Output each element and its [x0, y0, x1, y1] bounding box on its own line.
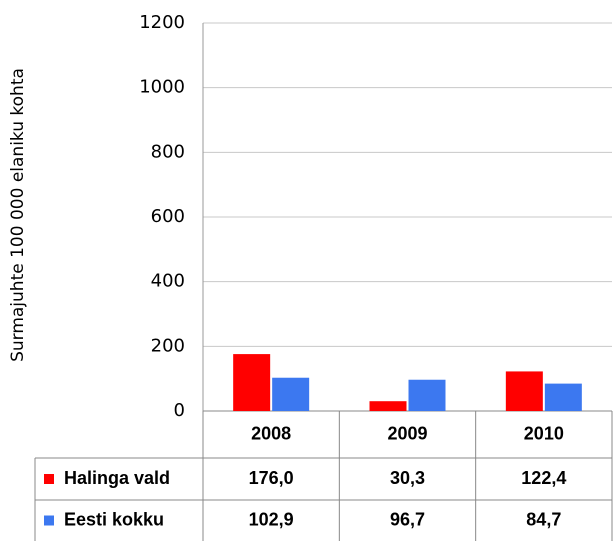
y-tick-label: 0	[174, 400, 185, 421]
legend-label: Halinga vald	[64, 468, 170, 488]
y-tick-label: 1200	[139, 12, 185, 33]
bar	[272, 377, 310, 411]
value-label: 122,4	[521, 468, 566, 488]
value-label: 30,3	[390, 468, 425, 488]
bar	[369, 401, 407, 411]
bar	[544, 383, 582, 411]
y-tick-label: 400	[151, 271, 185, 292]
value-label: 176,0	[249, 468, 294, 488]
bar	[233, 354, 271, 411]
value-label: 84,7	[526, 509, 561, 529]
y-tick-label: 1000	[139, 77, 185, 98]
x-tick-label: 2009	[387, 423, 427, 443]
value-label: 102,9	[249, 509, 294, 529]
y-tick-label: 600	[151, 206, 185, 227]
legend-label: Eesti kokku	[64, 509, 164, 529]
y-axis-label: Surmajuhte 100 000 elaniku kohta	[8, 68, 28, 362]
y-tick-label: 200	[151, 335, 185, 356]
x-tick-label: 2008	[251, 423, 291, 443]
value-label: 96,7	[390, 509, 425, 529]
legend-swatch	[44, 515, 54, 526]
legend-swatch	[44, 474, 54, 484]
y-tick-label: 800	[151, 141, 185, 162]
bar	[505, 371, 543, 411]
bar	[408, 379, 446, 411]
x-tick-label: 2010	[524, 423, 564, 443]
